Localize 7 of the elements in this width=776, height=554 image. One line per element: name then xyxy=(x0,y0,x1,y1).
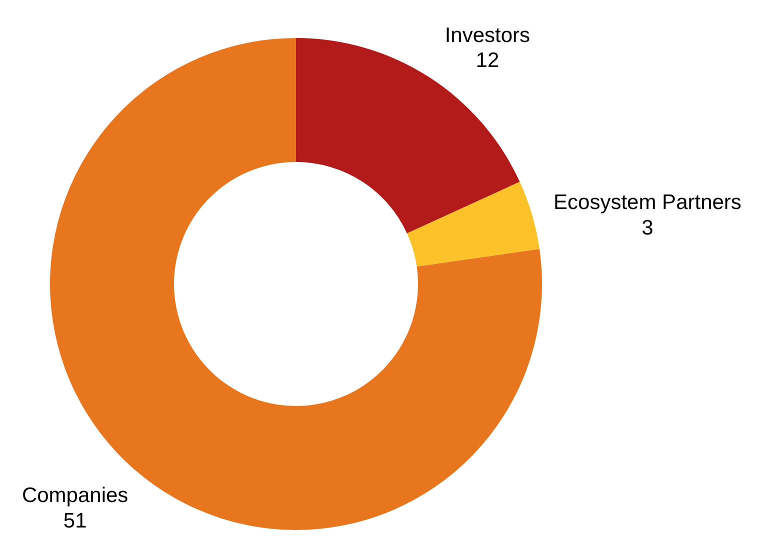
slice-label: Ecosystem Partners xyxy=(554,191,742,214)
donut-slice xyxy=(406,182,540,267)
data-label: 51 xyxy=(63,509,87,532)
slice-label: Investors xyxy=(444,24,530,47)
data-label: 12 xyxy=(476,48,500,72)
slice-label: Companies xyxy=(22,484,128,508)
data-label: 3 xyxy=(642,216,654,240)
